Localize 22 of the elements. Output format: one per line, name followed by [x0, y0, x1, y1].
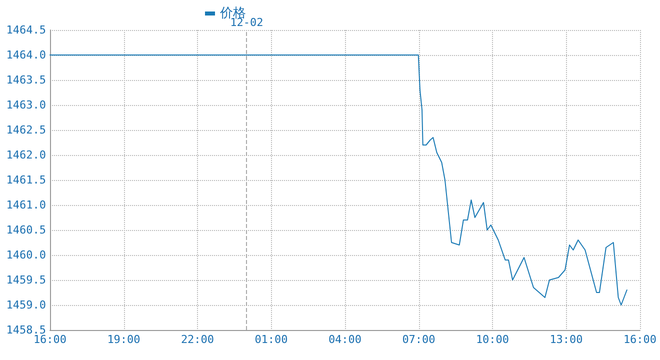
y-tick-label: 1459.0	[6, 298, 46, 312]
y-tick-label: 1464.5	[6, 24, 46, 36]
y-tick-label: 1464.0	[6, 48, 46, 62]
x-tick-label: 01:00	[254, 333, 288, 346]
x-tick-label: 04:00	[328, 333, 362, 346]
ref-line-label: 12-02	[230, 16, 264, 29]
y-tick-label: 1462.0	[6, 148, 46, 162]
y-tick-label: 1463.5	[6, 74, 46, 86]
x-tick-label: 13:00	[550, 333, 583, 346]
y-tick-label: 1461.0	[6, 198, 46, 212]
y-tick-label: 1460.5	[6, 224, 46, 236]
y-tick-label: 1461.5	[6, 174, 46, 186]
y-tick-label: 1459.5	[6, 274, 46, 286]
y-tick-label: 1460.0	[6, 248, 46, 262]
x-tick-label: 16:00	[623, 333, 657, 346]
y-tick-label: 1462.5	[6, 124, 46, 136]
x-tick-label: 07:00	[402, 333, 436, 346]
x-tick-label: 16:00	[33, 333, 67, 346]
y-tick-label: 1463.0	[6, 98, 46, 112]
x-tick-label: 10:00	[476, 333, 510, 346]
x-tick-label: 22:00	[180, 333, 214, 346]
x-tick-label: 19:00	[107, 333, 140, 346]
